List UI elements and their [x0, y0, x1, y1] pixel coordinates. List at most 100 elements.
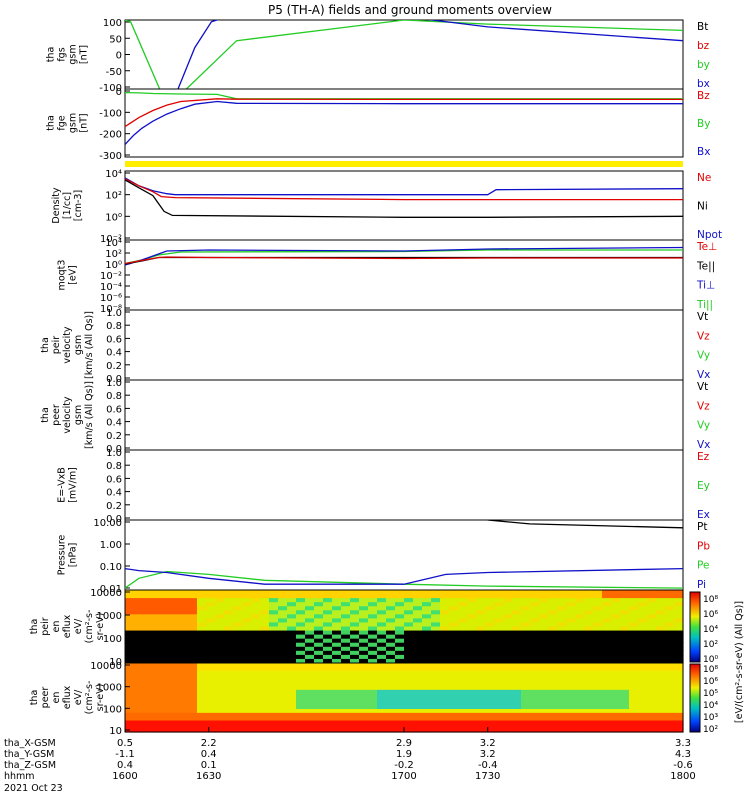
spectrogram-cell — [215, 686, 225, 691]
spectrogram-cell — [494, 594, 504, 599]
spectrogram-cell — [656, 724, 666, 729]
spectrogram-cell — [143, 678, 153, 683]
spectrogram-cell — [458, 590, 468, 595]
spectrogram-cell — [206, 720, 216, 725]
spectrogram-cell — [539, 634, 549, 640]
spectrogram-cell — [179, 606, 189, 611]
spectrogram-cell — [287, 674, 297, 679]
spectrogram-cell — [143, 724, 153, 729]
x-row-label: hhmm — [4, 771, 35, 782]
spectrogram-cell — [323, 693, 333, 699]
spectrogram-cell — [431, 689, 441, 695]
spectrogram-cell — [521, 602, 531, 607]
spectrogram-cell — [359, 594, 369, 599]
spectrogram-cell — [647, 693, 657, 699]
spectrogram-cell — [656, 598, 666, 603]
spectrogram-cell — [476, 670, 486, 676]
spectrogram-cell — [656, 642, 666, 648]
spectrogram-cell — [674, 666, 684, 672]
spectrogram-cell — [287, 654, 297, 660]
spectrogram-cell — [152, 602, 162, 607]
spectrogram-cell — [665, 598, 675, 603]
spectrogram-cell — [197, 720, 207, 725]
spectrogram-cell — [593, 689, 603, 695]
spectrogram-cell — [449, 686, 459, 691]
spectrogram-cell — [665, 602, 675, 607]
spectrogram-cell — [494, 663, 504, 668]
spectrogram-cell — [377, 686, 387, 691]
spectrogram-cell — [593, 666, 603, 672]
spectrogram-cell — [629, 697, 639, 702]
spectrogram-cell — [530, 610, 540, 615]
spectrogram-cell — [287, 678, 297, 683]
spectrogram-cell — [125, 606, 135, 611]
spectrogram-cell — [278, 663, 288, 668]
spectrogram-cell — [503, 618, 513, 624]
spectrogram-cell — [584, 697, 594, 702]
spectrogram-cell — [503, 674, 513, 679]
spectrogram-cell — [593, 610, 603, 615]
pressure-ylabel: [nPa] — [68, 543, 79, 568]
spectrogram-cell — [188, 606, 198, 611]
spectrogram-cell — [485, 606, 495, 611]
spectrogram-cell — [593, 712, 603, 718]
spectrogram-cell — [422, 712, 432, 718]
spectrogram-cell — [359, 630, 369, 636]
spectrogram-cell — [557, 678, 567, 683]
spectrogram-cell — [521, 678, 531, 683]
spectrogram-cell — [638, 724, 648, 729]
spectrogram-cell — [233, 666, 243, 672]
spectrogram-cell — [530, 618, 540, 624]
spectrogram-cell — [188, 626, 198, 632]
spectrogram-cell — [494, 610, 504, 615]
spectrogram-cell — [341, 646, 351, 652]
spectrogram-cell — [602, 728, 612, 733]
spectrogram-cell — [539, 658, 549, 664]
spectrogram-cell — [512, 674, 522, 679]
spectrogram-cell — [557, 720, 567, 725]
spectrogram-cell — [224, 642, 234, 648]
spectrogram-cell — [314, 610, 324, 615]
spectrogram-cell — [656, 693, 666, 699]
spectrogram-cell — [584, 670, 594, 676]
spectrogram-cell — [143, 674, 153, 679]
spectrogram-cell — [422, 622, 432, 628]
spectrogram-cell — [485, 638, 495, 644]
spectrogram-cell — [305, 626, 315, 632]
spectrogram-cell — [404, 712, 414, 718]
spectrogram-cell — [233, 622, 243, 628]
spectrogram-cell — [143, 697, 153, 702]
spectrogram-cell — [314, 666, 324, 672]
spectrogram-cell — [278, 724, 288, 729]
spectrogram-cell — [188, 598, 198, 603]
spectrogram-cell — [224, 622, 234, 628]
spectrogram-cell — [287, 634, 297, 640]
spectrogram-cell — [332, 678, 342, 683]
spectrogram-cell — [305, 594, 315, 599]
spectrogram-cell — [377, 670, 387, 676]
spectrogram-cell — [413, 728, 423, 733]
spectrogram-cell — [575, 606, 585, 611]
spectrogram-cell — [665, 634, 675, 640]
spectrogram-cell — [503, 724, 513, 729]
spectrogram-cell — [251, 594, 261, 599]
spectrogram-cell — [620, 712, 630, 718]
spectrogram-cell — [251, 697, 261, 702]
spectrogram-cell — [674, 678, 684, 683]
spectrogram-cell — [431, 697, 441, 702]
spectrogram-cell — [233, 678, 243, 683]
spectrogram-cell — [161, 678, 171, 683]
spectrogram-cell — [647, 618, 657, 624]
spectrogram-cell — [584, 606, 594, 611]
spectrogram-cell — [395, 598, 405, 603]
spectrogram-cell — [647, 614, 657, 619]
spectrogram-cell — [566, 590, 576, 595]
spectrogram-cell — [584, 658, 594, 664]
spectrogram-cell — [503, 663, 513, 668]
spectrogram-cell — [548, 594, 558, 599]
spectrogram-cell — [143, 590, 153, 595]
spectrogram-cell — [404, 598, 414, 603]
spectrogram-cell — [188, 724, 198, 729]
spectrogram-cell — [539, 720, 549, 725]
spectrogram-cell — [170, 670, 180, 676]
